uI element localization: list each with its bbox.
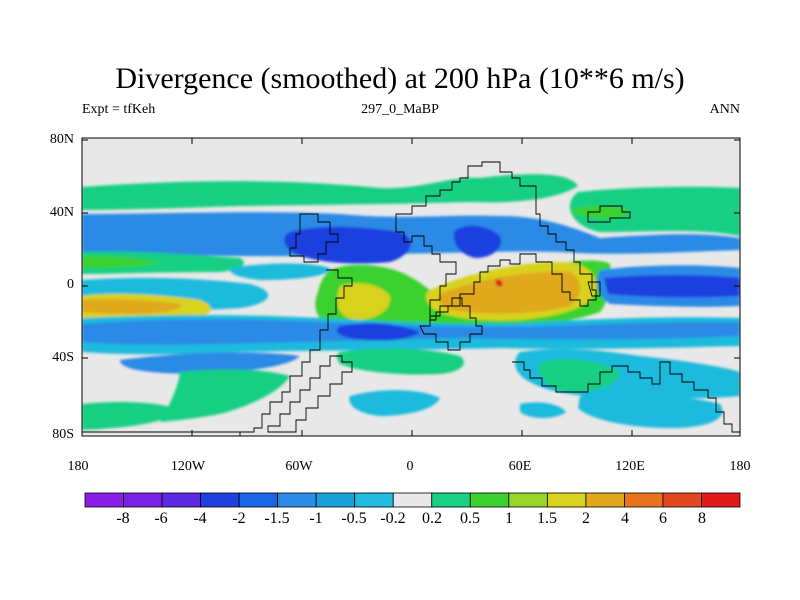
y-tick-label: 80S (52, 427, 74, 442)
colorbar-box (84, 492, 124, 508)
colorbar-box (624, 492, 664, 508)
experiment-label: Expt = tfKeh (82, 102, 156, 117)
colorbar-label: 1 (505, 510, 513, 527)
x-tick-label: 180 (729, 459, 751, 474)
colorbar-label: 8 (698, 510, 706, 527)
colorbar-label: -1 (309, 510, 323, 527)
y-tick-label: 80N (49, 132, 74, 147)
colorbar-box (508, 492, 548, 508)
colorbar-box (161, 492, 201, 508)
colorbar-box (701, 492, 741, 508)
colorbar-box (238, 492, 279, 508)
coastlines (82, 161, 740, 436)
axis-ticks (81, 138, 741, 436)
x-tick-label: 180 (67, 459, 89, 474)
x-tick-label: 60E (508, 459, 532, 474)
map-frame (81, 137, 741, 437)
colorbar-box (585, 492, 625, 508)
colorbar-box (392, 492, 433, 508)
colorbar-label: 2 (582, 510, 590, 527)
colorbar-box (662, 492, 702, 508)
colorbar-label: -8 (116, 510, 130, 527)
colorbar-box (469, 492, 510, 508)
colorbar-box (277, 492, 317, 508)
plot-title: Divergence (smoothed) at 200 hPa (10**6 … (115, 62, 685, 95)
y-tick-label: 40S (52, 350, 74, 365)
colorbar-label: 4 (621, 510, 629, 527)
x-tick-label: 120E (615, 459, 645, 474)
colorbar-label: 0.2 (422, 510, 442, 527)
colorbar-label: 0.5 (460, 510, 480, 527)
colorbar-label: -0.2 (380, 510, 406, 527)
colorbar-label: -2 (232, 510, 246, 527)
case-label: 297_0_MaBP (361, 102, 439, 117)
colorbar-label: 1.5 (537, 510, 557, 527)
x-tick-label: 120W (170, 459, 206, 474)
colorbar-label: -6 (154, 510, 168, 527)
colorbar-label: -0.5 (341, 510, 367, 527)
y-tick-label: 40N (49, 205, 74, 220)
colorbar-box (123, 492, 163, 508)
y-tick-label: 0 (67, 277, 74, 292)
colorbar-box (546, 492, 587, 508)
x-tick-label: 0 (406, 459, 414, 474)
colorbar-label: -4 (193, 510, 207, 527)
colorbar-box (431, 492, 471, 508)
colorbar-box (200, 492, 240, 508)
season-label: ANN (709, 102, 740, 117)
colorbar-label: 6 (659, 510, 667, 527)
colorbar-box (354, 492, 394, 508)
x-tick-label: 60W (285, 459, 313, 474)
divergence-field (82, 138, 740, 436)
colorbar-label: -1.5 (264, 510, 290, 527)
colorbar-box (315, 492, 356, 508)
colorbar (84, 492, 741, 508)
